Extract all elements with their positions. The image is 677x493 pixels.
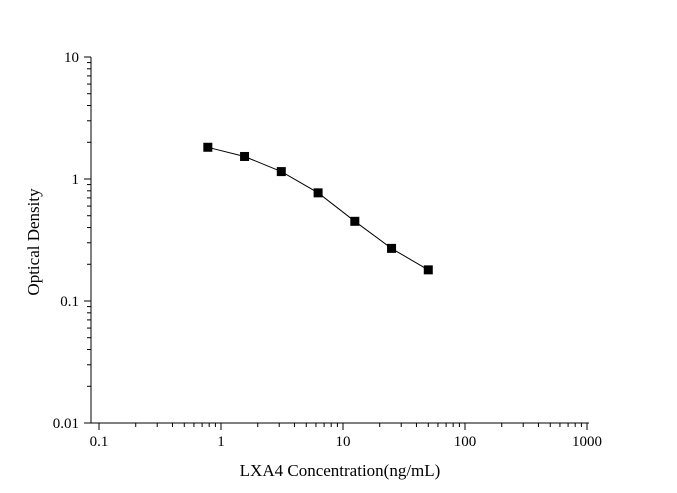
data-point-marker <box>313 188 323 198</box>
x-tick-label: 100 <box>454 434 477 450</box>
y-axis-title: Optical Density <box>24 188 43 296</box>
series-markers <box>203 142 433 275</box>
x-tick-label: 10 <box>336 434 351 450</box>
y-tick-label: 1 <box>72 172 80 188</box>
x-tick-label: 1000 <box>572 434 602 450</box>
y-ticks: 0.01 0.1 1 10 <box>53 50 91 432</box>
x-ticks: 0.1 1 10 100 1000 <box>90 423 602 450</box>
y-tick-label: 10 <box>64 50 79 66</box>
y-tick-label: 0.1 <box>60 294 79 310</box>
data-point-marker <box>387 243 397 253</box>
data-point-marker <box>423 265 433 275</box>
data-point-marker <box>276 167 286 177</box>
data-point-marker <box>350 216 360 226</box>
x-tick-label: 1 <box>217 434 225 450</box>
y-tick-label: 0.01 <box>53 416 79 432</box>
plot-frame <box>90 57 589 424</box>
x-axis-title: LXA4 Concentration(ng/mL) <box>240 461 441 480</box>
x-tick-label: 0.1 <box>90 434 109 450</box>
data-point-marker <box>203 142 213 152</box>
data-point-marker <box>240 151 250 161</box>
